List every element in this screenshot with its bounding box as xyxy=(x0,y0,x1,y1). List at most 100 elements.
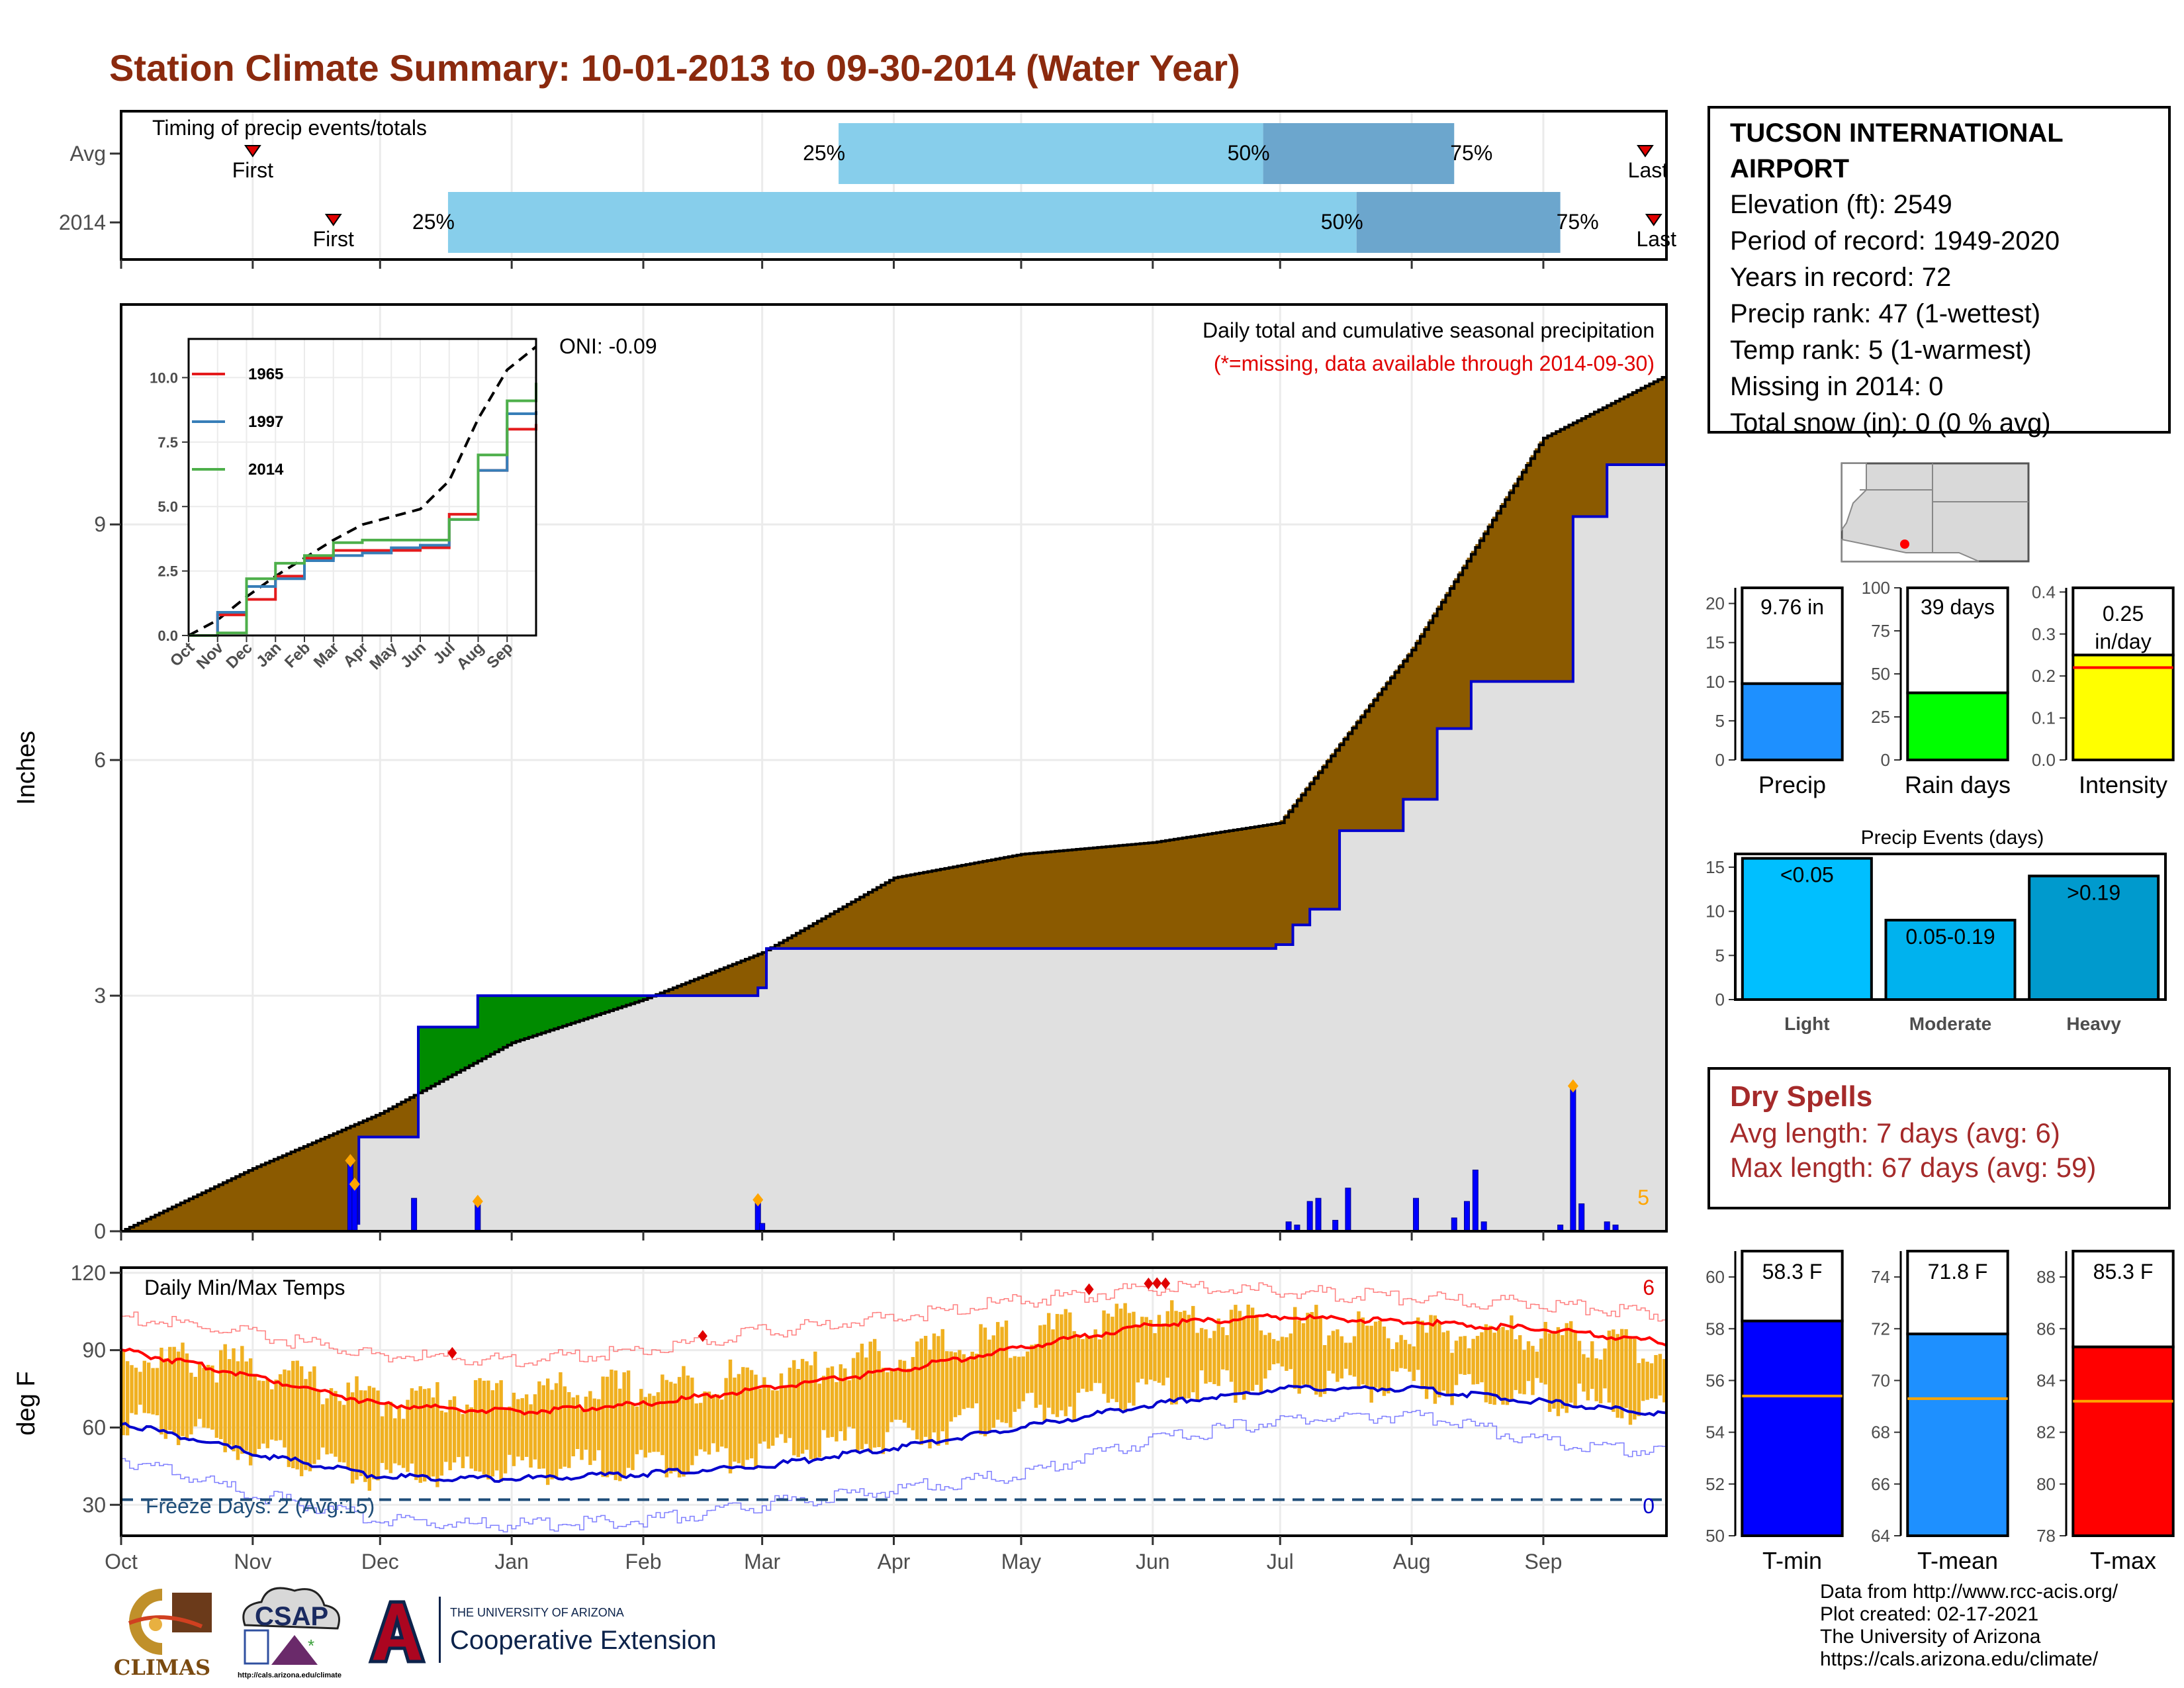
temp-summary-2-value-bar xyxy=(2071,1345,2175,1537)
summary-0-label-box xyxy=(1741,586,1844,685)
daily-temp-bar xyxy=(1322,1344,1327,1394)
daily-temp-bar xyxy=(1467,1348,1471,1374)
daily-temp-bar xyxy=(1178,1311,1183,1398)
temp-summary-1-ytick-label: 66 xyxy=(1871,1474,1890,1494)
summary-bar-name: Rain days xyxy=(1905,771,2011,798)
record-max-line xyxy=(121,1281,1667,1368)
daily-temp-bar xyxy=(588,1391,592,1466)
csap-logo[interactable]: * CSAP http://cals.arizona.edu/climate xyxy=(232,1579,347,1685)
inset-series-line xyxy=(189,383,537,637)
daily-temp-bar xyxy=(639,1389,643,1450)
daily-temp-bar xyxy=(715,1394,719,1452)
daily-precip-bar xyxy=(1570,1086,1576,1232)
daily-temp-bar xyxy=(439,1410,444,1476)
daily-temp-bar xyxy=(784,1385,788,1443)
daily-temp-bar xyxy=(1480,1332,1484,1383)
locator-map-mexico xyxy=(1841,538,1979,562)
first-marker-icon xyxy=(244,145,261,158)
csap-url: http://cals.arizona.edu/climate xyxy=(237,1671,342,1679)
daily-temp-bar xyxy=(325,1398,329,1455)
daily-temp-bar xyxy=(1017,1356,1021,1409)
daily-temp-bar xyxy=(694,1403,698,1456)
daily-temp-bar xyxy=(911,1356,915,1430)
climas-logo[interactable]: CLIMAS xyxy=(109,1583,215,1680)
daily-temp-bar xyxy=(1348,1342,1352,1376)
locator-map-ocean xyxy=(1841,463,1867,532)
daily-temp-bar xyxy=(902,1360,907,1423)
daily-temp-bar xyxy=(308,1371,312,1472)
daily-temp-bar xyxy=(707,1391,711,1455)
daily-temp-bar xyxy=(1645,1362,1649,1400)
daily-temp-bar xyxy=(359,1390,363,1476)
daily-temp-bar xyxy=(770,1390,775,1446)
station-snow: Total snow (in): 0 (0 % avg) xyxy=(1730,408,2051,438)
daily-temp-bar xyxy=(1437,1321,1441,1398)
summary-bar-label: 39 days xyxy=(1921,595,1995,619)
daily-temp-bar xyxy=(516,1399,520,1457)
daily-temp-bar xyxy=(270,1389,274,1440)
daily-temp-bar xyxy=(397,1406,401,1466)
daily-temp-bar xyxy=(1229,1309,1234,1382)
daily-temp-bar xyxy=(995,1322,1000,1420)
daily-temp-bar xyxy=(1195,1333,1199,1401)
daily-temp-bar xyxy=(1327,1335,1331,1371)
first-label: First xyxy=(232,158,273,182)
daily-temp-bar xyxy=(682,1366,686,1477)
daily-temp-bar xyxy=(312,1366,316,1464)
daily-temp-bar xyxy=(529,1404,533,1468)
daily-temp-bar xyxy=(142,1360,146,1413)
temp-summary-2-ytick-label: 84 xyxy=(2036,1370,2056,1390)
events-ytick-label: 10 xyxy=(1706,902,1725,921)
daily-temp-bar xyxy=(541,1385,545,1469)
daily-temp-bar xyxy=(461,1414,465,1468)
daily-temp-bar xyxy=(1492,1333,1496,1405)
daily-temp-bar xyxy=(1004,1320,1009,1423)
credit-line: https://cals.arizona.edu/climate/ xyxy=(1820,1648,2099,1670)
daily-temp-bar xyxy=(1076,1335,1081,1393)
daily-temp-bar xyxy=(1263,1335,1267,1379)
daily-precip-bar xyxy=(1451,1217,1457,1232)
temp-summary-label: 71.8 F xyxy=(1928,1260,1988,1284)
daily-temp-bar xyxy=(240,1346,244,1454)
daily-temp-bar xyxy=(478,1378,482,1472)
daily-precip-bar xyxy=(1578,1203,1585,1232)
daily-temp-bar xyxy=(1212,1331,1216,1384)
daily-temp-bar xyxy=(1463,1336,1467,1375)
daily-temp-bar xyxy=(1552,1333,1556,1409)
daily-temp-bar xyxy=(1136,1325,1140,1383)
month-label: Mar xyxy=(744,1550,780,1573)
month-label: Sep xyxy=(1525,1550,1563,1573)
month-label: May xyxy=(1001,1550,1041,1573)
precip-ytick-label: 6 xyxy=(94,748,106,772)
daily-temp-bar xyxy=(265,1378,270,1448)
precip-normal-fill xyxy=(121,465,1666,1231)
daily-temp-bar xyxy=(949,1351,953,1422)
inset-ytick-label: 5.0 xyxy=(158,498,178,515)
temp-summary-0-label-box xyxy=(1741,1250,1844,1323)
daily-temp-bar xyxy=(669,1382,673,1474)
temp-summary-label: 58.3 F xyxy=(1762,1260,1823,1284)
credit-line: Plot created: 02-17-2021 xyxy=(1820,1603,2039,1625)
ua-extension-logo[interactable]: THE UNIVERSITY OF ARIZONA Cooperative Ex… xyxy=(361,1595,745,1668)
daily-temp-bar xyxy=(278,1374,283,1440)
daily-temp-bar xyxy=(1590,1341,1594,1389)
event-bar-name: Moderate xyxy=(1909,1013,1991,1034)
temp-summary-2-ytick-label: 80 xyxy=(2036,1474,2056,1494)
locator-map-frame xyxy=(1841,462,2030,563)
daily-temp-bar xyxy=(1582,1354,1586,1392)
temp-summary-2-label-box xyxy=(2071,1250,2175,1348)
credits: Data from http://www.rcc-acis.org/ Plot … xyxy=(1820,1581,2118,1671)
daily-temp-bar xyxy=(1153,1333,1157,1382)
daily-temp-bar xyxy=(563,1386,567,1467)
daily-temp-bar xyxy=(601,1376,605,1477)
daily-temp-bar xyxy=(1234,1305,1238,1403)
month-label: Jun xyxy=(1136,1550,1170,1573)
summary-1-chart: 0 25 50 75 100 39 days Rain days xyxy=(1862,578,2015,798)
daily-temp-bar xyxy=(520,1398,524,1461)
daily-temp-bar xyxy=(983,1327,987,1436)
record-low-count: 0 xyxy=(1643,1494,1655,1518)
daily-temp-bar xyxy=(724,1378,728,1448)
temp-summary-name: T-mean xyxy=(1917,1547,1998,1574)
daily-temp-bar xyxy=(1352,1336,1357,1377)
summary-0-ytick-label: 0 xyxy=(1715,750,1725,770)
